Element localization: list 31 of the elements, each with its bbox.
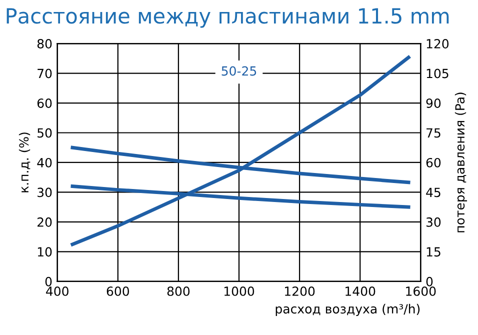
y2-tick-label: 105	[426, 68, 448, 78]
y-tick-label: 80	[37, 39, 52, 48]
y-tick-label: 70	[38, 68, 52, 78]
y-tick-label: 50	[38, 128, 52, 138]
x-tick-label: 600	[106, 286, 130, 296]
y-tick-label: 0	[45, 276, 52, 286]
y2-tick-label: 30	[426, 217, 441, 227]
y2-tick-label: 75	[426, 128, 440, 138]
y2-tick-label: 15	[426, 247, 440, 257]
line-series	[70, 56, 410, 246]
y2-axis-title: потеря давления (Pa)	[454, 92, 468, 232]
y-tick-label: 20	[38, 217, 52, 227]
y-tick-label: 60	[37, 98, 52, 108]
chart-title: Расстояние между пластинами 11.5 mm	[6, 8, 449, 28]
y2-tick-label: 0	[426, 276, 433, 286]
y-tick-label: 40	[37, 158, 52, 168]
y2-tick-label: 90	[426, 98, 441, 108]
y2-tick-label: 120	[426, 39, 449, 48]
y-tick-label: 10	[38, 247, 52, 257]
x-tick-label: 1600	[406, 286, 436, 296]
x-axis-title: расход воздуха (m³/h)	[276, 304, 420, 316]
x-tick-label: 1000	[224, 286, 254, 296]
y2-tick-label: 45	[426, 188, 440, 198]
x-tick-label: 800	[167, 286, 190, 296]
y-tick-label: 30	[38, 188, 52, 198]
y-axis-title: к.п.д. (%)	[18, 132, 30, 192]
x-tick-label: 1200	[285, 286, 315, 296]
annotation: 50-25	[222, 66, 256, 76]
x-tick-label: 400	[46, 286, 68, 296]
x-tick-label: 1400	[346, 286, 376, 296]
y2-tick-label: 60	[426, 158, 441, 168]
